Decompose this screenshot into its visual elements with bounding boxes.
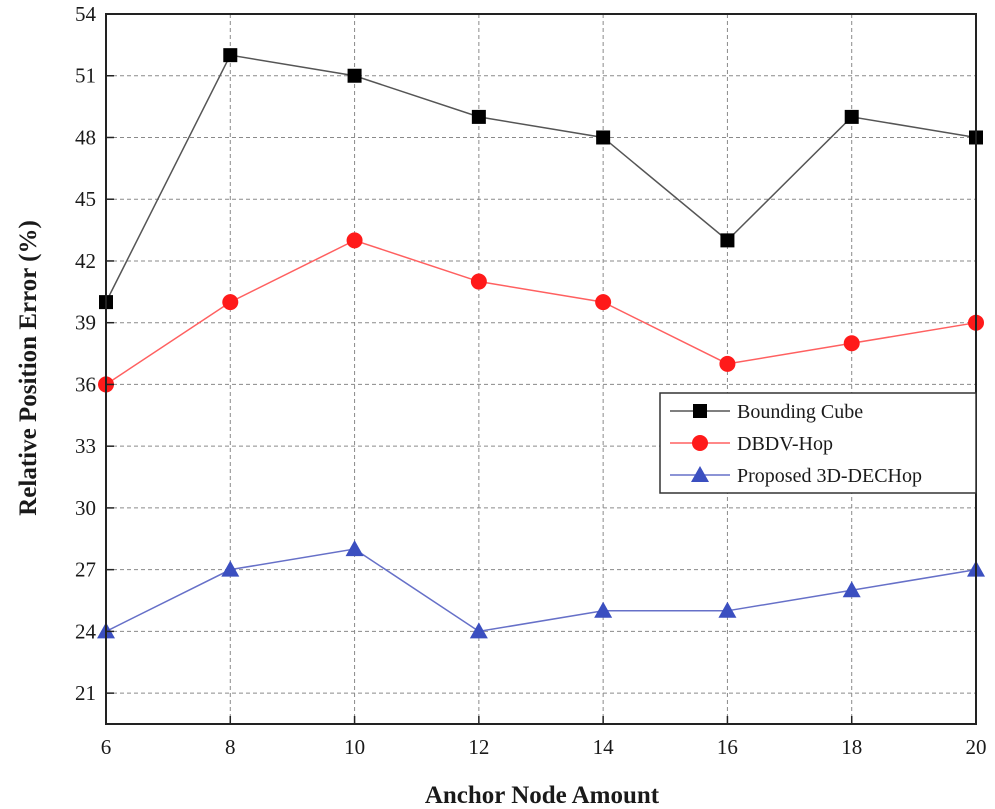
series-line-proposed-3d-dechop: [105, 548, 977, 633]
y-tick-label: 27: [75, 558, 96, 582]
y-tick-label: 30: [75, 496, 96, 520]
data-point-bounding-cube: [471, 109, 486, 124]
data-point-bounding-cube: [720, 233, 735, 248]
y-tick-label: 36: [75, 372, 96, 396]
x-tick-label: 8: [225, 735, 236, 759]
x-tick-label: 16: [717, 735, 738, 759]
x-tick-label: 20: [966, 735, 987, 759]
tick-labels: 6 8 10 12 14 16 18 20 21 24 27 30 33 36 39 42 45 48 51 54: [75, 2, 987, 759]
y-tick-label: 51: [75, 64, 96, 88]
legend-label-proposed-3d-dechop: Proposed 3D-DECHop: [737, 465, 922, 487]
data-point-dbdv-hop: [595, 294, 612, 311]
data-point-dbdv-hop: [222, 294, 239, 311]
data-point-proposed-3d-dechop: [718, 601, 737, 618]
plot-frame: [105, 13, 977, 725]
y-axis-title: Relative Position Error (%): [15, 220, 42, 516]
legend: Bounding Cube DBDV-Hop Proposed 3D-DECHop: [659, 392, 977, 494]
x-tick-label: 12: [468, 735, 489, 759]
data-point-dbdv-hop: [843, 335, 860, 352]
data-point-bounding-cube: [347, 68, 362, 83]
y-tick-label: 48: [75, 125, 96, 149]
x-tick-label: 14: [593, 735, 615, 759]
series-dbdv-hop: [98, 232, 984, 393]
data-point-dbdv-hop: [719, 355, 736, 372]
x-axis-title: Anchor Node Amount: [425, 782, 660, 809]
y-tick-label: 45: [75, 187, 96, 211]
y-tick-label: 54: [75, 2, 97, 26]
y-tick-label: 39: [75, 311, 96, 335]
series-line-dbdv-hop: [105, 239, 977, 386]
data-point-dbdv-hop: [470, 273, 487, 290]
data-point-bounding-cube: [596, 130, 611, 145]
data-point-proposed-3d-dechop: [221, 560, 240, 577]
data-point-bounding-cube: [223, 48, 238, 63]
series-bounding-cube: [99, 48, 983, 310]
data-point-proposed-3d-dechop: [345, 540, 364, 557]
y-tick-label: 42: [75, 249, 96, 273]
x-tick-label: 10: [344, 735, 365, 759]
x-tick-label: 18: [841, 735, 862, 759]
series-line-bounding-cube: [105, 54, 977, 303]
legend-label-bounding-cube: Bounding Cube: [737, 401, 863, 423]
data-point-proposed-3d-dechop: [594, 601, 613, 618]
legend-label-dbdv-hop: DBDV-Hop: [737, 433, 833, 455]
legend-marker-dbdv-hop: [692, 435, 708, 451]
legend-marker-proposed-3d-dechop: [691, 466, 709, 482]
data-point-dbdv-hop: [346, 232, 363, 249]
y-tick-label: 24: [75, 619, 97, 643]
data-point-proposed-3d-dechop: [842, 581, 861, 598]
x-tick-label: 6: [101, 735, 112, 759]
legend-marker-bounding-cube: [693, 404, 707, 418]
data-point-bounding-cube: [844, 109, 859, 124]
y-tick-label: 33: [75, 434, 96, 458]
data-point-proposed-3d-dechop: [469, 622, 488, 639]
y-tick-label: 21: [75, 681, 96, 705]
